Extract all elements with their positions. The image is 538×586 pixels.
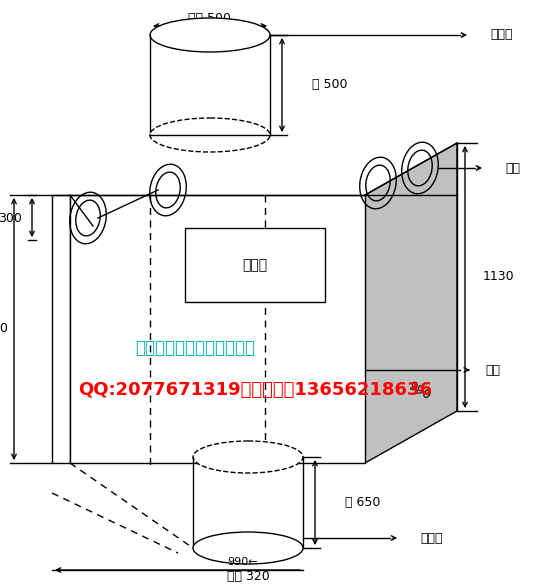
Text: 990: 990 xyxy=(406,379,433,403)
Text: 标签袋: 标签袋 xyxy=(243,258,267,272)
Text: 990←: 990← xyxy=(228,557,258,567)
Ellipse shape xyxy=(193,441,303,473)
Text: 苏州广优包装材料有限公司: 苏州广优包装材料有限公司 xyxy=(135,339,255,357)
Ellipse shape xyxy=(193,532,303,564)
Text: 高 650: 高 650 xyxy=(345,496,380,509)
Text: 吊带: 吊带 xyxy=(505,162,520,175)
Text: 900: 900 xyxy=(0,322,8,336)
Text: 直径 320: 直径 320 xyxy=(226,570,270,582)
Text: 进料口: 进料口 xyxy=(490,29,513,42)
Text: 1130: 1130 xyxy=(483,271,515,284)
Ellipse shape xyxy=(150,118,270,152)
Polygon shape xyxy=(365,143,457,463)
Text: 下料口: 下料口 xyxy=(420,532,442,544)
Text: QQ:2077671319订购热线：13656218636: QQ:2077671319订购热线：13656218636 xyxy=(78,381,432,399)
Text: 300: 300 xyxy=(0,212,22,224)
Bar xyxy=(52,195,70,463)
Text: 高 500: 高 500 xyxy=(312,79,348,91)
Text: 直径 500: 直径 500 xyxy=(188,12,231,25)
Ellipse shape xyxy=(150,18,270,52)
Text: 袋体: 袋体 xyxy=(485,363,500,376)
Bar xyxy=(185,228,325,302)
Bar xyxy=(70,195,365,463)
